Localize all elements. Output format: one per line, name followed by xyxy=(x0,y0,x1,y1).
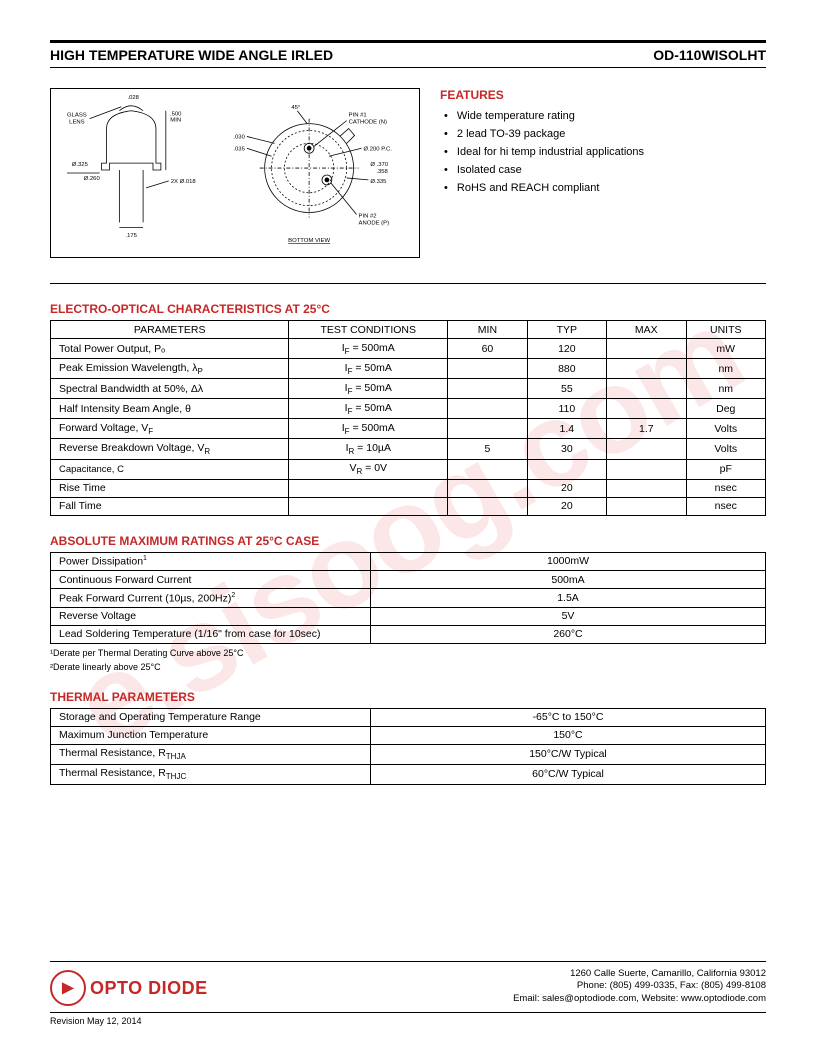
header: HIGH TEMPERATURE WIDE ANGLE IRLED OD-110… xyxy=(50,45,766,68)
svg-text:PIN #1: PIN #1 xyxy=(349,113,367,119)
svg-text:Ø.325: Ø.325 xyxy=(72,162,89,168)
svg-text:CATHODE (N): CATHODE (N) xyxy=(349,120,387,126)
footnote: ¹Derate per Thermal Derating Curve above… xyxy=(50,648,766,658)
svg-text:45°: 45° xyxy=(291,105,300,111)
list-item: Ideal for hi temp industrial application… xyxy=(440,146,766,158)
footer: OPTO DIODE 1260 Calle Suerte, Camarillo,… xyxy=(50,961,766,1026)
footnote: ²Derate linearly above 25°C xyxy=(50,662,766,672)
table-row: Total Power Output, PₒIF = 500mA60120mW xyxy=(51,339,766,359)
logo-icon xyxy=(50,970,86,1006)
table-row: Capacitance, CVR = 0VpF xyxy=(51,459,766,479)
svg-text:LENS: LENS xyxy=(69,120,84,126)
svg-text:.175: .175 xyxy=(125,233,137,239)
table-row: Half Intensity Beam Angle, θIF = 50mA110… xyxy=(51,399,766,419)
table-row: Reverse Voltage5V xyxy=(51,607,766,625)
table-row: Peak Forward Current (10µs, 200Hz)21.5A xyxy=(51,589,766,608)
thermal-table: Storage and Operating Temperature Range-… xyxy=(50,708,766,785)
col-header: MAX xyxy=(607,321,686,339)
amr-title: ABSOLUTE MAXIMUM RATINGS AT 25°C CASE xyxy=(50,534,766,548)
eoc-title: ELECTRO-OPTICAL CHARACTERISTICS AT 25°C xyxy=(50,302,766,316)
col-header: TEST CONDITIONS xyxy=(289,321,448,339)
svg-text:Ø.260: Ø.260 xyxy=(84,176,101,182)
svg-text:BOTTOM VIEW: BOTTOM VIEW xyxy=(288,238,330,244)
list-item: RoHS and REACH compliant xyxy=(440,182,766,194)
table-row: Continuous Forward Current500mA xyxy=(51,571,766,589)
table-row: Peak Emission Wavelength, λPIF = 50mA880… xyxy=(51,359,766,379)
table-row: Storage and Operating Temperature Range-… xyxy=(51,708,766,726)
thermal-title: THERMAL PARAMETERS xyxy=(50,690,766,704)
table-row: Forward Voltage, VFIF = 500mA1.41.7Volts xyxy=(51,419,766,439)
table-row: Lead Soldering Temperature (1/16" from c… xyxy=(51,625,766,643)
list-item: 2 lead TO-39 package xyxy=(440,128,766,140)
svg-text:Ø.335: Ø.335 xyxy=(370,179,387,185)
table-row: Maximum Junction Temperature150°C xyxy=(51,726,766,744)
svg-text:MIN: MIN xyxy=(170,118,181,124)
list-item: Wide temperature rating xyxy=(440,110,766,122)
svg-text:.358: .358 xyxy=(376,169,388,175)
col-header: TYP xyxy=(527,321,606,339)
svg-text:Ø .370: Ø .370 xyxy=(370,162,388,168)
top-rule xyxy=(50,40,766,43)
table-row: Fall Time20nsec xyxy=(51,497,766,515)
logo: OPTO DIODE xyxy=(50,970,208,1006)
svg-text:2X Ø.018: 2X Ø.018 xyxy=(171,179,197,185)
header-part: OD-110WISOLHT xyxy=(653,47,766,63)
svg-text:ANODE (P): ANODE (P) xyxy=(359,220,390,226)
section-rule xyxy=(50,283,766,284)
header-title: HIGH TEMPERATURE WIDE ANGLE IRLED xyxy=(50,47,333,63)
col-header: PARAMETERS xyxy=(51,321,289,339)
table-row: Thermal Resistance, RTHJC60°C/W Typical xyxy=(51,764,766,784)
eoc-table: PARAMETERS TEST CONDITIONS MIN TYP MAX U… xyxy=(50,320,766,516)
address: 1260 Calle Suerte, Camarillo, California… xyxy=(513,968,766,1006)
features: FEATURES Wide temperature rating 2 lead … xyxy=(440,88,766,200)
svg-text:.028: .028 xyxy=(127,95,139,101)
features-list: Wide temperature rating 2 lead TO-39 pac… xyxy=(440,110,766,194)
table-row: Thermal Resistance, RTHJA150°C/W Typical xyxy=(51,744,766,764)
amr-table: Power Dissipation11000mW Continuous Forw… xyxy=(50,552,766,644)
table-row: Reverse Breakdown Voltage, VRIR = 10µA53… xyxy=(51,439,766,459)
list-item: Isolated case xyxy=(440,164,766,176)
table-row: PARAMETERS TEST CONDITIONS MIN TYP MAX U… xyxy=(51,321,766,339)
table-row: Rise Time20nsec xyxy=(51,479,766,497)
col-header: MIN xyxy=(448,321,527,339)
svg-text:PIN #2: PIN #2 xyxy=(359,213,377,219)
revision: Revision May 12, 2014 xyxy=(50,1012,766,1026)
svg-text:GLASS: GLASS xyxy=(67,113,87,119)
table-row: Spectral Bandwidth at 50%, ΔλIF = 50mA55… xyxy=(51,379,766,399)
features-title: FEATURES xyxy=(440,88,766,102)
col-header: UNITS xyxy=(686,321,765,339)
svg-text:.030: .030 xyxy=(233,134,245,140)
table-row: Power Dissipation11000mW xyxy=(51,552,766,571)
svg-text:Ø.200 P.C.: Ø.200 P.C. xyxy=(363,146,392,152)
amr-footnotes: ¹Derate per Thermal Derating Curve above… xyxy=(50,648,766,672)
svg-text:.035: .035 xyxy=(233,146,245,152)
logo-text: OPTO DIODE xyxy=(90,978,208,999)
package-drawing: GLASS LENS .028 .500 MIN Ø.325 Ø.260 2X … xyxy=(50,88,420,258)
